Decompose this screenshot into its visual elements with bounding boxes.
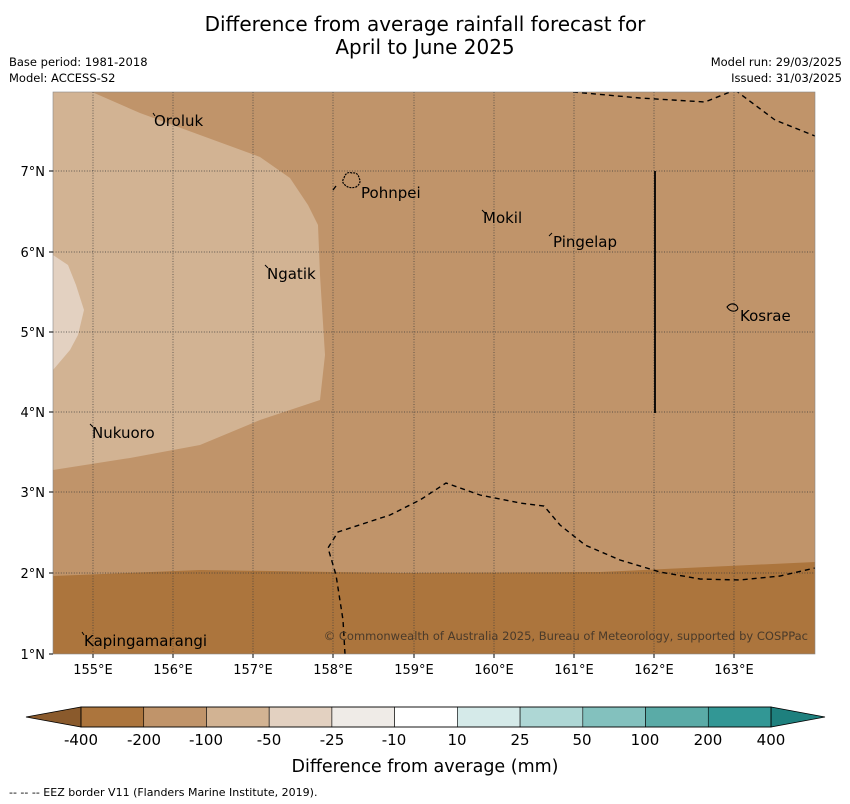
meta-right: Model run: 29/03/2025 Issued: 31/03/2025 — [711, 54, 842, 86]
lon-label-162: 162°E — [634, 663, 674, 678]
colorbar-label-11: 200 — [694, 731, 723, 749]
map-title: Difference from average rainfall forecas… — [0, 13, 850, 59]
place-label-pingelap: Pingelap — [553, 233, 617, 251]
place-label-nukuoro: Nukuoro — [92, 424, 155, 442]
title-line-1: Difference from average rainfall forecas… — [204, 12, 646, 36]
latitude-labels: 1°N 2°N 3°N 4°N 5°N 6°N 7°N — [21, 165, 46, 663]
colorbar-cell — [457, 706, 521, 728]
colorbar-low-extension — [25, 706, 82, 728]
colorbar-label-2: -200 — [127, 731, 161, 749]
colorbar-label-12: 400 — [757, 731, 786, 749]
colorbar-title: Difference from average (mm) — [291, 757, 558, 777]
island-markers — [81, 112, 553, 636]
model-text: Model: ACCESS-S2 — [9, 71, 116, 85]
colorbar-label-8: 25 — [510, 731, 529, 749]
colorbar-cell — [582, 706, 646, 728]
place-label-oroluk: Oroluk — [154, 112, 203, 130]
colorbar-labels: -400 -200 -100 -50 -25 -10 10 25 50 100 … — [64, 731, 785, 749]
base-period-text: Base period: 1981-2018 — [9, 55, 148, 69]
lat-label-1: 1°N — [21, 648, 46, 663]
lon-label-156: 156°E — [153, 663, 193, 678]
colorbar-label-5: -25 — [320, 731, 345, 749]
title-line-2: April to June 2025 — [335, 35, 515, 59]
colorbar-label-10: 100 — [631, 731, 660, 749]
kosrae-island-outline — [726, 303, 739, 312]
place-labels: Oroluk Pohnpei Mokil Pingelap Ngatik Kos… — [84, 112, 791, 650]
meta-left: Base period: 1981-2018 Model: ACCESS-S2 — [9, 54, 148, 86]
graticule — [53, 92, 815, 654]
colorbar-cells — [80, 706, 772, 728]
colorbar-label-6: -10 — [382, 731, 407, 749]
colorbar-cell — [80, 706, 145, 728]
colorbar-cell — [268, 706, 333, 728]
colorbar-cell — [206, 706, 270, 728]
lon-label-155: 155°E — [73, 663, 113, 678]
lat-label-6: 6°N — [21, 246, 46, 261]
place-label-ngatik: Ngatik — [267, 265, 316, 283]
lat-label-4: 4°N — [21, 406, 46, 421]
colorbar-frame — [80, 706, 772, 728]
lat-label-3: 3°N — [21, 486, 46, 501]
lon-label-160: 160°E — [474, 663, 514, 678]
anomaly-band-minus100 — [53, 92, 325, 470]
eez-legend-note: -- -- -- EEZ border V11 (Flanders Marine… — [9, 786, 318, 799]
colorbar: -400 -200 -100 -50 -25 -10 10 25 50 100 … — [25, 706, 826, 777]
lon-label-159: 159°E — [394, 663, 434, 678]
anomaly-band-minus400 — [53, 562, 815, 654]
colorbar-label-3: -100 — [189, 731, 223, 749]
longitude-labels: 155°E 156°E 157°E 158°E 159°E 160°E 161°… — [73, 663, 754, 678]
map-area: Oroluk Pohnpei Mokil Pingelap Ngatik Kos… — [53, 92, 815, 654]
eez-border — [327, 92, 815, 654]
colorbar-cell — [331, 706, 395, 728]
anomaly-band-minus50 — [53, 255, 84, 370]
place-label-kosrae: Kosrae — [740, 307, 791, 325]
lon-label-158: 158°E — [313, 663, 353, 678]
copyright-text: © Commonwealth of Australia 2025, Bureau… — [324, 629, 808, 643]
place-label-mokil: Mokil — [483, 209, 522, 227]
colorbar-cell — [143, 706, 207, 728]
colorbar-cell — [519, 706, 584, 728]
colorbar-cell — [707, 706, 772, 728]
model-run-text: Model run: 29/03/2025 — [710, 55, 842, 69]
eez-border-fragment — [332, 185, 337, 191]
lat-label-5: 5°N — [21, 326, 46, 341]
colorbar-label-1: -400 — [64, 731, 98, 749]
colorbar-high-extension — [770, 706, 826, 728]
colorbar-label-7: 10 — [447, 731, 466, 749]
place-label-kapingamarangi: Kapingamarangi — [84, 632, 207, 650]
pohnpei-island-outline — [342, 171, 361, 189]
colorbar-label-4: -50 — [257, 731, 282, 749]
colorbar-label-9: 50 — [572, 731, 591, 749]
lon-label-157: 157°E — [233, 663, 273, 678]
lat-label-2: 2°N — [21, 567, 46, 582]
colorbar-cell — [394, 706, 458, 728]
issued-text: Issued: 31/03/2025 — [731, 71, 842, 85]
axis-ticks — [49, 170, 735, 658]
lon-label-163: 163°E — [714, 663, 754, 678]
colorbar-cell — [645, 706, 709, 728]
lon-label-161: 161°E — [554, 663, 594, 678]
place-label-pohnpei: Pohnpei — [361, 184, 421, 202]
map-frame — [52, 91, 816, 655]
lat-label-7: 7°N — [21, 165, 46, 180]
